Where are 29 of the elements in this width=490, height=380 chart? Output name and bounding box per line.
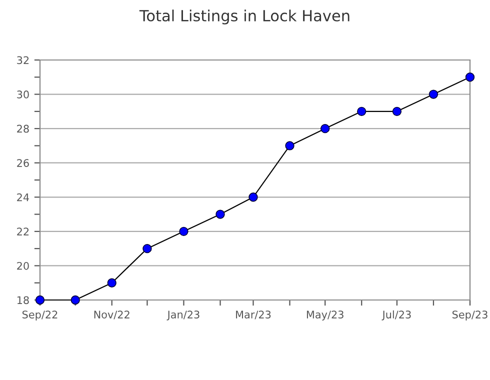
point [248,192,258,202]
x-tick-label: Mar/23 [236,310,271,320]
x-tick-label: Sep/23 [452,310,488,320]
point [142,244,152,254]
x-tick-label: Jan/23 [166,310,200,320]
x-tick-label: Jul/23 [382,310,411,320]
point [357,106,366,116]
x-tick-label: Nov/22 [94,310,130,320]
y-tick-label: 28 [17,124,29,133]
point [320,124,330,134]
y-tick-label: 18 [17,296,29,304]
x-tick-label: May/23 [306,310,344,320]
point [179,226,188,236]
x-tick-label: Sep/22 [22,310,58,320]
point [70,295,80,305]
point [107,278,116,288]
point [465,72,475,82]
point [35,295,45,305]
chart-title: Total Listings in Lock Haven [139,10,350,24]
point [392,106,402,116]
point [428,90,438,99]
y-tick-label: 24 [17,193,29,202]
y-tick-label: 32 [17,56,29,64]
y-tick-label: 22 [17,228,29,236]
y-tick-label: 30 [17,90,29,98]
y-tick-label: 20 [17,262,29,270]
y-tick-label: 26 [17,159,29,167]
point [285,141,294,150]
point [216,210,225,219]
